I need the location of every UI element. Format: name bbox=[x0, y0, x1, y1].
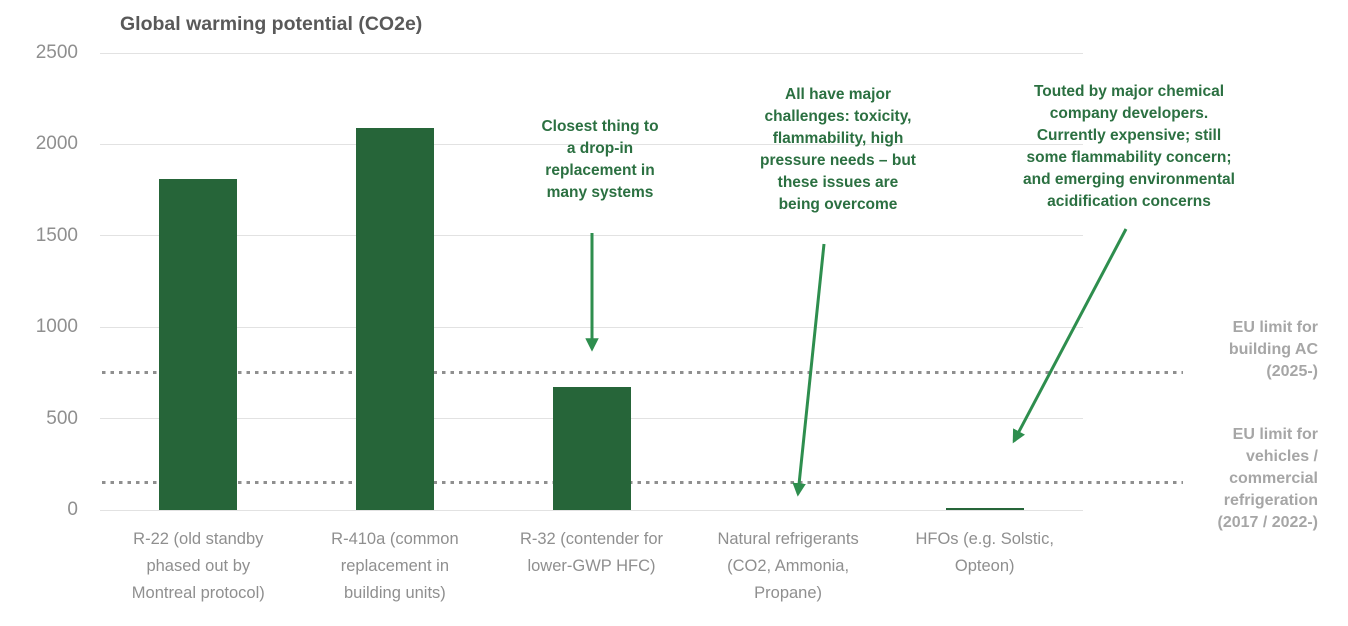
annotation-natural-refrigerants: All have major challenges: toxicity, fla… bbox=[760, 86, 916, 213]
gridline-1000 bbox=[100, 326, 1083, 328]
y-axis-tick-1000: 1000 bbox=[35, 316, 78, 338]
dotted-limit-line-vehicles-commercial bbox=[102, 481, 1183, 485]
y-axis-tick-0: 0 bbox=[67, 499, 78, 520]
annotation-hfos: Touted by major chemical company develop… bbox=[1023, 83, 1235, 210]
limit-label-building-ac: EU limit for building AC (2025-) bbox=[1228, 319, 1318, 380]
y-axis-tick-2000: 2000 bbox=[35, 133, 78, 155]
x-axis-label-r410a: R-410a (common replacement in building u… bbox=[331, 530, 459, 602]
x-axis-label-r32: R-32 (contender for lower-GWP HFC) bbox=[519, 530, 664, 575]
y-axis-tick-2500: 2500 bbox=[35, 42, 78, 63]
y-axis-tick-1500: 1500 bbox=[35, 224, 78, 246]
bar-hfos bbox=[945, 508, 1024, 510]
limit-label-vehicles-commercial: EU limit for vehicles / commercial refri… bbox=[1217, 426, 1318, 531]
gridline-2500 bbox=[100, 52, 1083, 54]
annotation-r32: Closest thing to a drop-in replacement i… bbox=[541, 118, 659, 201]
chart-title: Global warming potential (CO2e) bbox=[120, 13, 423, 35]
gridline-0 bbox=[100, 509, 1083, 511]
x-axis-label-r22: R-22 (old standby phased out by Montreal… bbox=[131, 530, 265, 602]
bar-r32 bbox=[552, 386, 631, 510]
bar-r22 bbox=[159, 179, 238, 510]
x-axis-label-hfos: HFOs (e.g. Solstic, Opteon) bbox=[915, 530, 1054, 575]
gridline-2000 bbox=[100, 143, 1083, 145]
x-axis-label-natural-refrigerants: Natural refrigerants (CO2, Ammonia, Prop… bbox=[717, 530, 859, 602]
y-axis-tick-500: 500 bbox=[46, 407, 78, 429]
dotted-limit-line-building-ac bbox=[102, 371, 1183, 375]
arrow-to-natural-refrigerants-bar bbox=[792, 243, 826, 497]
gridline-1500 bbox=[100, 235, 1083, 237]
bar-r410a bbox=[355, 128, 434, 510]
